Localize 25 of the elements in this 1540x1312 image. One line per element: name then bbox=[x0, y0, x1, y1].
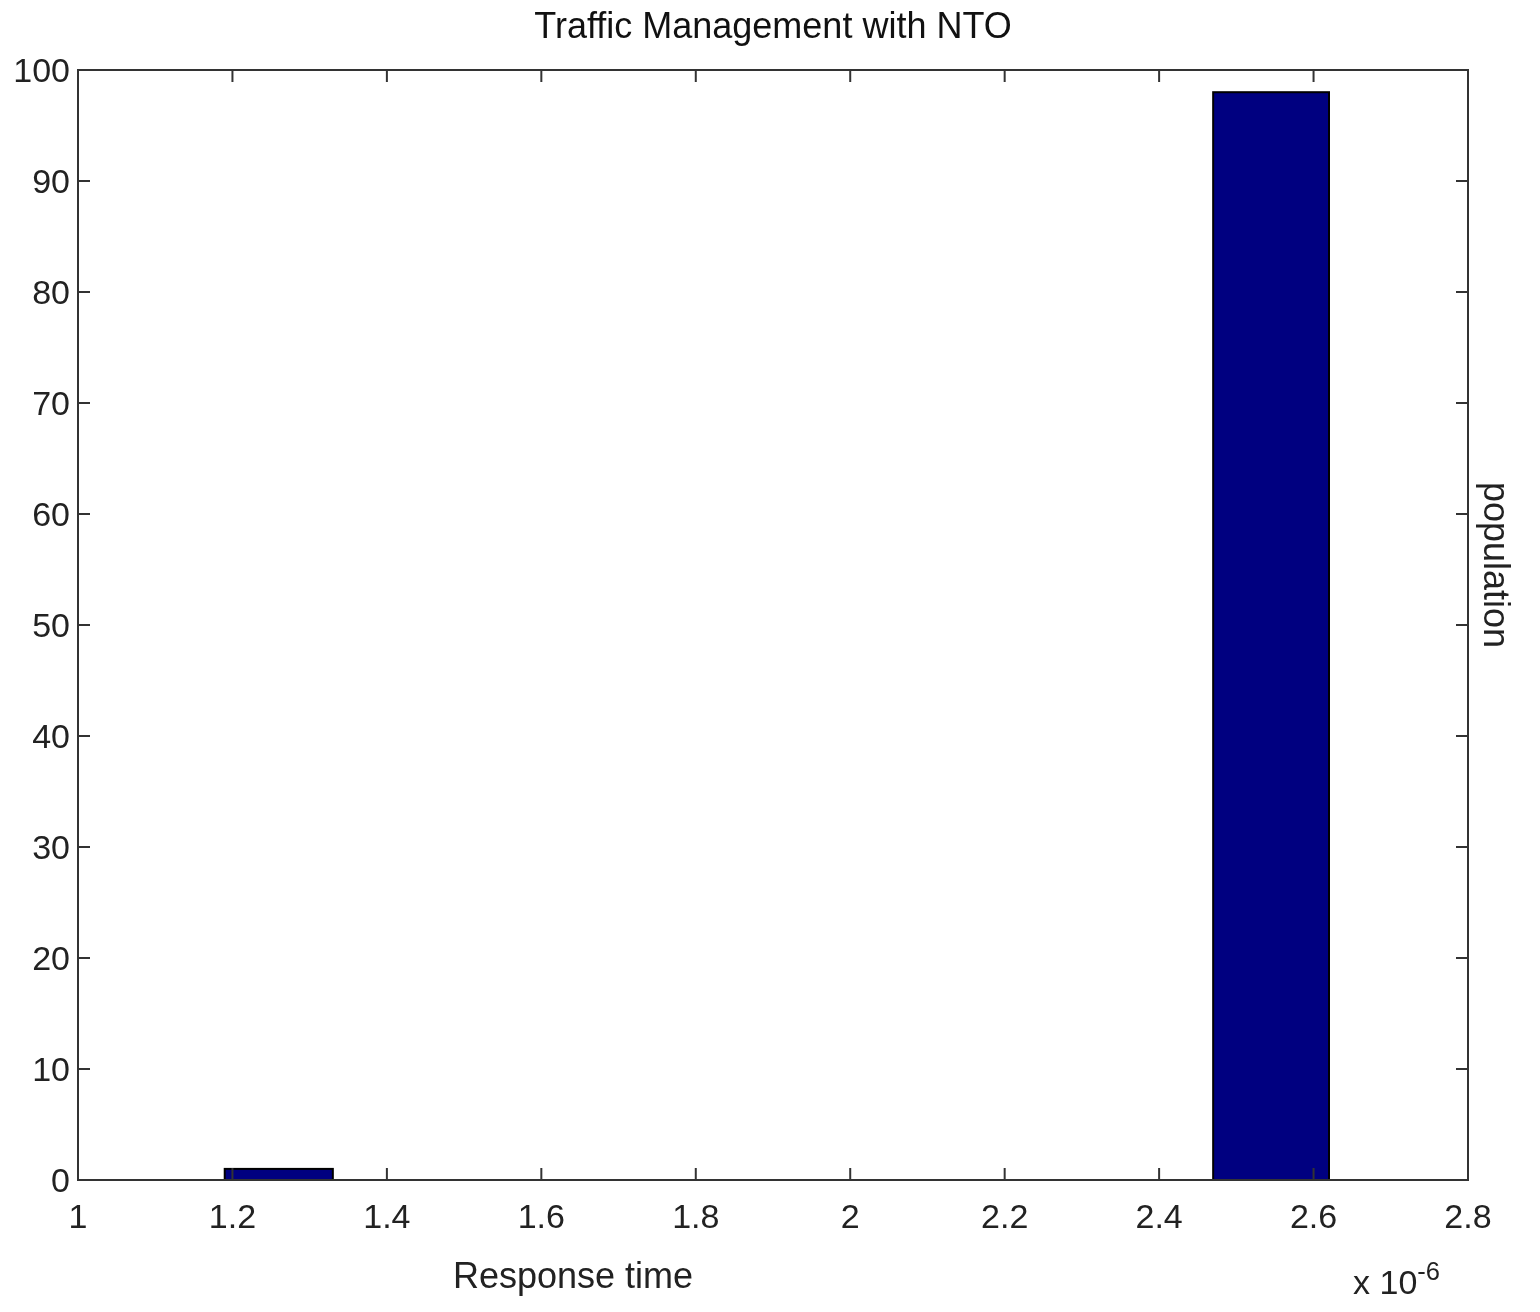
chart-title: Traffic Management with NTO bbox=[534, 5, 1012, 46]
y-tick-label: 10 bbox=[32, 1049, 70, 1088]
y-tick-label: 90 bbox=[32, 161, 70, 200]
y-tick-label: 80 bbox=[32, 272, 70, 311]
x-tick-label: 1.4 bbox=[363, 1197, 411, 1235]
y-axis-title: population bbox=[1476, 481, 1517, 649]
y-tick-label: 30 bbox=[32, 827, 70, 866]
x-tick-label: 2.6 bbox=[1289, 1197, 1338, 1235]
x-tick-label: 2.4 bbox=[1135, 1197, 1183, 1235]
y-tick-label: 50 bbox=[32, 605, 70, 644]
text: x 10$^{-6}$ bbox=[1353, 1257, 1440, 1301]
x-tick-label: 1.6 bbox=[517, 1197, 565, 1235]
y-tick-label: 60 bbox=[32, 494, 70, 533]
x-tick-label: 1 bbox=[68, 1197, 88, 1235]
y-tick-label: 40 bbox=[32, 716, 70, 755]
x-tick-label: 1.8 bbox=[672, 1197, 720, 1235]
x-tick-label: 1.2 bbox=[208, 1197, 257, 1235]
x-tick-label: 2.8 bbox=[1444, 1197, 1492, 1235]
x-axis-title: Response time bbox=[452, 1255, 694, 1296]
y-tick-label: 0 bbox=[51, 1160, 70, 1199]
x-tick-label: 2 bbox=[840, 1197, 860, 1235]
y-tick-label: 20 bbox=[32, 938, 70, 977]
x-tick-label: 2.2 bbox=[981, 1197, 1029, 1235]
y-tick-label: 70 bbox=[32, 383, 70, 422]
y-tick-label: 100 bbox=[13, 50, 70, 89]
